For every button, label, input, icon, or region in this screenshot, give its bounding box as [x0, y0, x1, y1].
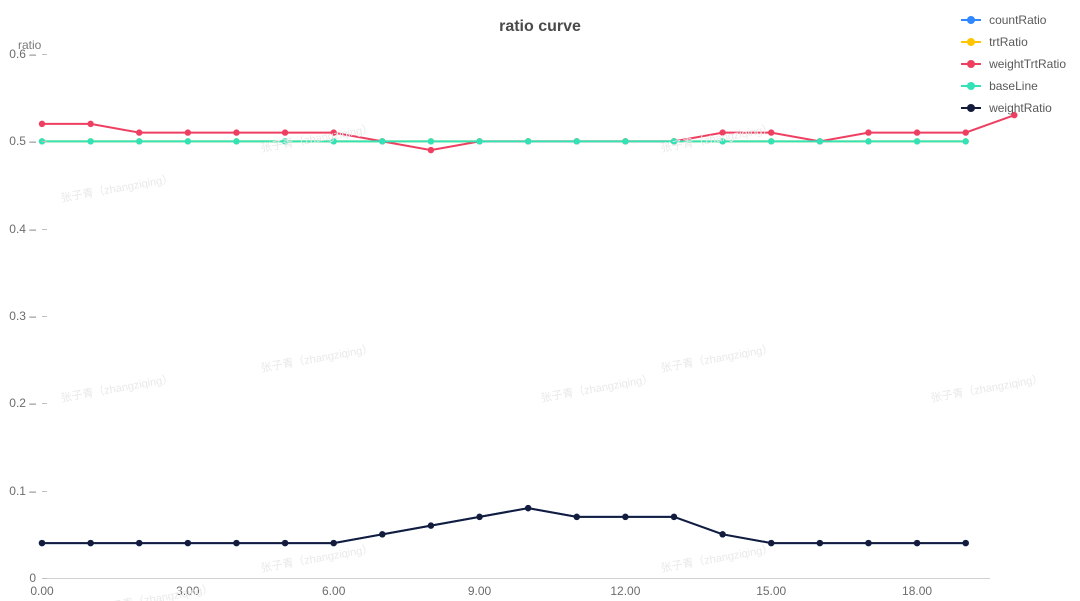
y-tick: 0.2 –: [9, 396, 42, 410]
chart-title: ratio curve: [0, 18, 1080, 36]
legend-label: weightTrtRatio: [989, 57, 1066, 71]
legend-label: countRatio: [989, 13, 1046, 27]
series-point-weightRatio: [719, 531, 725, 537]
series-point-weightTrtRatio: [136, 129, 142, 135]
y-tick: 0.4 –: [9, 222, 42, 236]
series-point-weightRatio: [525, 505, 531, 511]
series-point-weightRatio: [233, 540, 239, 546]
series-point-baseLine: [428, 138, 434, 144]
series-point-baseLine: [622, 138, 628, 144]
legend-item-weightTrtRatio[interactable]: weightTrtRatio: [961, 56, 1066, 72]
series-point-weightRatio: [330, 540, 336, 546]
series-line-weightRatio: [42, 508, 966, 543]
series-point-weightRatio: [962, 540, 968, 546]
series-point-weightTrtRatio: [185, 129, 191, 135]
x-tick: 18.00: [902, 578, 932, 598]
series-point-baseLine: [671, 138, 677, 144]
legend-label: weightRatio: [989, 101, 1052, 115]
x-tick: 3.00: [176, 578, 199, 598]
series-point-weightRatio: [622, 514, 628, 520]
x-tick: 15.00: [756, 578, 786, 598]
y-tick: 0.6 –: [9, 47, 42, 61]
legend-swatch-icon: [961, 107, 981, 109]
legend-swatch-icon: [961, 19, 981, 21]
series-point-baseLine: [233, 138, 239, 144]
series-point-baseLine: [185, 138, 191, 144]
series-point-weightRatio: [671, 514, 677, 520]
series-point-baseLine: [379, 138, 385, 144]
series-point-baseLine: [719, 138, 725, 144]
ratio-curve-chart: ratio curve ratio 00.1 –0.2 –0.3 –0.4 –0…: [0, 0, 1080, 601]
y-tick: 0.1 –: [9, 484, 42, 498]
series-point-weightTrtRatio: [39, 121, 45, 127]
series-point-weightRatio: [817, 540, 823, 546]
series-point-weightTrtRatio: [282, 129, 288, 135]
legend-item-countRatio[interactable]: countRatio: [961, 12, 1066, 28]
series-point-baseLine: [525, 138, 531, 144]
legend-label: baseLine: [989, 79, 1038, 93]
series-point-baseLine: [282, 138, 288, 144]
series-point-weightTrtRatio: [962, 129, 968, 135]
plot-area: 00.1 –0.2 –0.3 –0.4 –0.5 –0.6 –0.003.006…: [42, 54, 990, 578]
legend-swatch-icon: [961, 63, 981, 65]
legend-item-trtRatio[interactable]: trtRatio: [961, 34, 1066, 50]
series-point-weightRatio: [87, 540, 93, 546]
series-point-baseLine: [136, 138, 142, 144]
series-point-baseLine: [962, 138, 968, 144]
legend-label: trtRatio: [989, 35, 1028, 49]
series-point-baseLine: [768, 138, 774, 144]
series-point-weightTrtRatio: [914, 129, 920, 135]
legend-swatch-icon: [961, 85, 981, 87]
series-point-baseLine: [476, 138, 482, 144]
series-point-baseLine: [330, 138, 336, 144]
series-point-weightRatio: [768, 540, 774, 546]
series-point-weightTrtRatio: [233, 129, 239, 135]
series-point-baseLine: [914, 138, 920, 144]
series-point-weightRatio: [185, 540, 191, 546]
series-point-baseLine: [817, 138, 823, 144]
series-svg: [42, 54, 990, 578]
legend-item-weightRatio[interactable]: weightRatio: [961, 100, 1066, 116]
series-point-baseLine: [574, 138, 580, 144]
series-point-weightRatio: [476, 514, 482, 520]
legend: countRatio trtRatio weightTrtRatio baseLine…: [961, 12, 1066, 122]
series-point-weightRatio: [379, 531, 385, 537]
series-point-baseLine: [87, 138, 93, 144]
series-point-baseLine: [865, 138, 871, 144]
series-point-weightRatio: [914, 540, 920, 546]
series-point-weightTrtRatio: [428, 147, 434, 153]
x-tick: 12.00: [610, 578, 640, 598]
series-point-weightRatio: [865, 540, 871, 546]
series-point-weightTrtRatio: [87, 121, 93, 127]
series-point-weightRatio: [282, 540, 288, 546]
x-tick: 0.00: [30, 578, 53, 598]
series-point-weightRatio: [39, 540, 45, 546]
x-tick: 9.00: [468, 578, 491, 598]
series-point-weightTrtRatio: [768, 129, 774, 135]
series-point-weightTrtRatio: [865, 129, 871, 135]
legend-item-baseLine[interactable]: baseLine: [961, 78, 1066, 94]
x-tick: 6.00: [322, 578, 345, 598]
series-point-weightTrtRatio: [719, 129, 725, 135]
series-point-weightRatio: [428, 522, 434, 528]
y-tick: 0.3 –: [9, 309, 42, 323]
series-point-weightTrtRatio: [330, 129, 336, 135]
series-point-weightRatio: [574, 514, 580, 520]
series-point-weightRatio: [136, 540, 142, 546]
legend-swatch-icon: [961, 41, 981, 43]
y-tick: 0.5 –: [9, 134, 42, 148]
